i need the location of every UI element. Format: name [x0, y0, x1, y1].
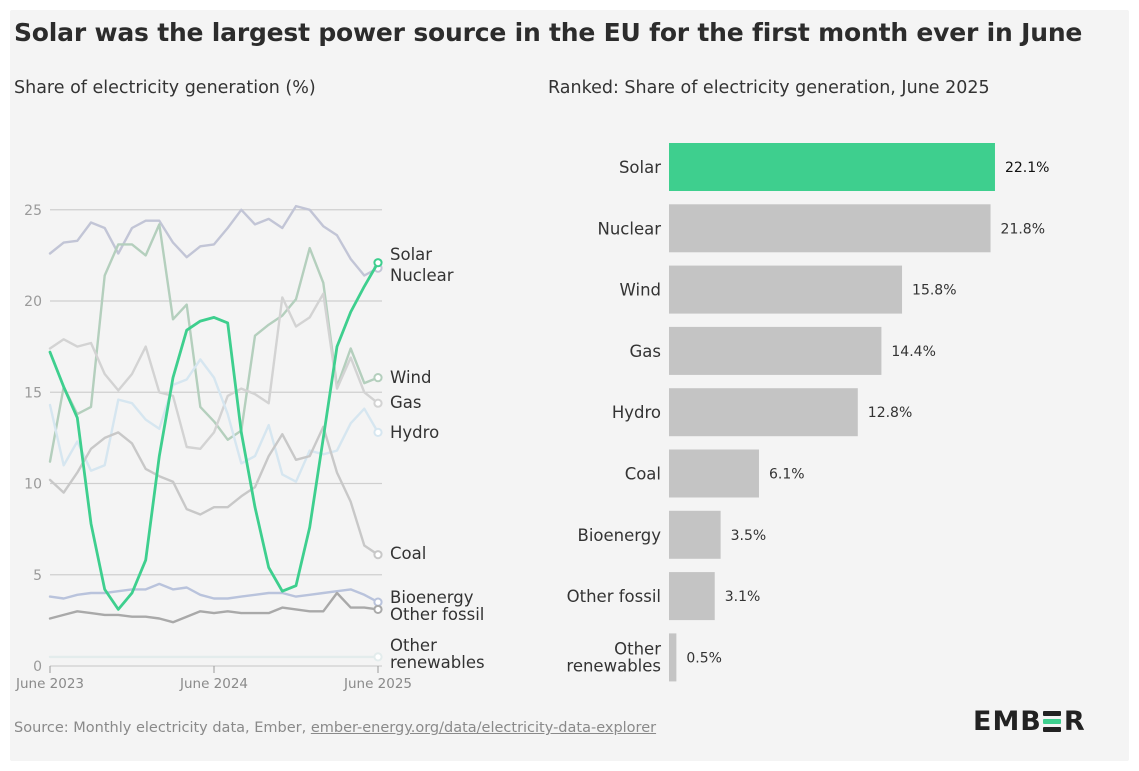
chart-title: Solar was the largest power source in th…: [14, 18, 1083, 47]
series-label-other-renewables: renewables: [390, 653, 485, 672]
bar-chart-subtitle: Ranked: Share of electricity generation,…: [548, 78, 990, 98]
y-tick-label: 10: [24, 477, 42, 493]
bar-hydro: [669, 388, 858, 437]
x-tick-label: June 2023: [15, 676, 84, 692]
source-text: Source: Monthly electricity data, Ember,: [14, 720, 311, 736]
bar-category-label: Coal: [625, 465, 661, 484]
bar-other-renewables: [669, 633, 677, 682]
series-label-other-fossil: Other fossil: [390, 605, 484, 624]
series-end-marker-wind: [373, 373, 383, 383]
series-end-marker-other-renewables: [373, 652, 383, 662]
logo-e-mark: [1042, 710, 1063, 733]
bar-value-label: 6.1%: [769, 467, 805, 483]
bar-solar: [669, 143, 995, 191]
series-end-marker-gas: [373, 398, 383, 408]
series-label-nuclear: Nuclear: [390, 266, 454, 285]
bar-gas: [669, 326, 882, 375]
y-tick-label: 5: [33, 568, 42, 584]
bar-nuclear: [669, 204, 991, 253]
bar-wind: [669, 265, 903, 314]
bar-value-label: 21.8%: [1001, 221, 1045, 237]
series-line-hydro: [48, 358, 380, 483]
bar-chart: Solar 22.1% Nuclear 21.8% Wind 15.8% Gas 14.4% H…: [566, 143, 1049, 682]
bar-value-label: 12.8%: [868, 405, 912, 421]
series-end-marker-bioenergy: [373, 597, 383, 607]
series-label-solar: Solar: [390, 245, 432, 264]
bar-category-label: Other fossil: [567, 587, 661, 606]
y-tick-label: 25: [24, 203, 42, 219]
x-tick-label: June 2024: [179, 676, 248, 692]
bar-value-label: 14.4%: [891, 344, 935, 360]
source-footer: Source: Monthly electricity data, Ember,…: [14, 720, 656, 736]
bar-category-label: Solar: [619, 158, 661, 177]
series-label-gas: Gas: [390, 393, 422, 412]
y-tick-label: 15: [24, 385, 42, 401]
bar-value-label: 3.5%: [731, 528, 767, 544]
bar-category-label: Hydro: [612, 403, 661, 422]
series-end-marker-hydro: [373, 427, 383, 437]
logo-text-right: R: [1063, 706, 1086, 737]
series-line-solar: [48, 261, 380, 611]
series-end-marker-coal: [373, 550, 383, 560]
bar-category-label: Bioenergy: [578, 526, 662, 545]
x-tick-label: June 2025: [343, 676, 412, 692]
bar-other-fossil: [669, 572, 715, 621]
series-line-wind: [48, 223, 380, 463]
line-chart: 0 5 10 15 20 25 June 2023 June 2024 June 2025 Sol…: [15, 203, 485, 692]
series-label-coal: Coal: [390, 544, 426, 563]
series-label-bioenergy: Bioenergy: [390, 588, 474, 607]
y-tick-label: 0: [33, 659, 42, 675]
series-line-coal: [48, 425, 380, 556]
logo-text-left: EMB: [973, 706, 1042, 737]
series-end-marker-other-fossil: [373, 604, 383, 615]
y-tick-label: 20: [24, 294, 42, 310]
bar-value-label: 3.1%: [725, 589, 761, 605]
series-end-marker-solar: [373, 258, 383, 268]
series-label-other-renewables: Other: [390, 636, 437, 655]
series-line-nuclear: [48, 204, 380, 277]
ember-logo: EMB R: [973, 706, 1086, 737]
bar-category-label: Gas: [630, 342, 662, 361]
series-label-wind: Wind: [390, 368, 431, 387]
bar-value-label: 15.8%: [912, 283, 956, 299]
bar-category-label: Wind: [620, 281, 661, 300]
bar-coal: [669, 449, 759, 498]
series-line-other-fossil: [48, 591, 380, 624]
bar-value-label: 0.5%: [686, 650, 722, 666]
line-chart-subtitle: Share of electricity generation (%): [14, 78, 316, 98]
source-link[interactable]: ember-energy.org/data/electricity-data-e…: [310, 720, 657, 736]
bar-category-label: Other: [614, 639, 661, 658]
bar-category-label: Nuclear: [597, 219, 661, 238]
bar-category-label: renewables: [566, 656, 661, 675]
series-line-bioenergy: [48, 582, 380, 604]
series-label-hydro: Hydro: [390, 423, 439, 442]
bar-value-label: 22.1%: [1005, 160, 1049, 176]
bar-bioenergy: [669, 510, 721, 559]
series-line-gas: [48, 292, 380, 450]
